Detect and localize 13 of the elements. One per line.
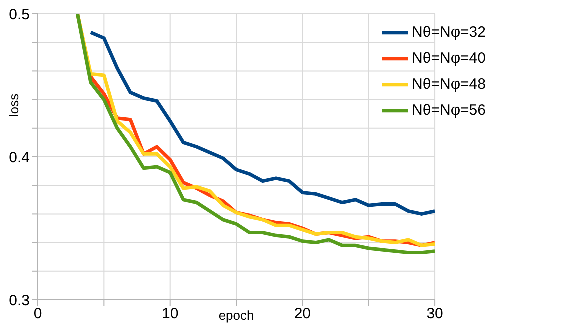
x-tick-label: 20 [294, 306, 312, 323]
x-tick-label: 30 [426, 306, 444, 323]
x-tick-label: 0 [34, 306, 42, 323]
x-axis-title: epoch [218, 308, 254, 323]
y-tick-label: 0.4 [9, 149, 30, 166]
legend-label: Nθ=Nφ=40 [412, 50, 486, 67]
y-axis-title: loss [6, 93, 22, 117]
y-tick-label: 0.5 [9, 6, 30, 24]
x-tick-label: 10 [162, 306, 179, 323]
legend-label: Nθ=Nφ=32 [412, 24, 486, 41]
y-tick-label: 0.3 [9, 292, 30, 310]
legend-label: Nθ=Nφ=48 [412, 76, 486, 93]
legend-label: Nθ=Nφ=56 [412, 102, 486, 119]
